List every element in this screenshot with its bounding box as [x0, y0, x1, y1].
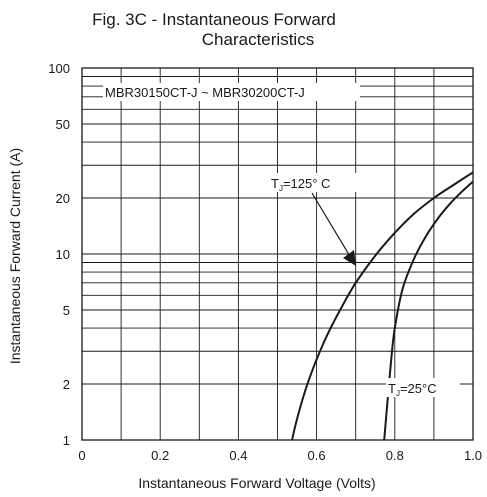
- x-tick-label: 0.8: [386, 448, 404, 463]
- x-tick-label: 0: [78, 448, 85, 463]
- curve-tj-25: [383, 180, 473, 440]
- x-tick-label: 0.6: [308, 448, 326, 463]
- tj125-arrowhead: [343, 250, 356, 266]
- x-tick-label: 1.0: [464, 448, 482, 463]
- y-tick-label: 2: [63, 377, 70, 392]
- chart-title-line1: Fig. 3C - Instantaneous Forward: [92, 10, 336, 29]
- tj125-label-bg: [269, 173, 359, 192]
- y-tick-label: 5: [63, 303, 70, 318]
- tick-labels: 0 0.2 0.4 0.6 0.8 1.0 1 2 5 10 20 50 100: [48, 61, 482, 463]
- curve-tj-125: [291, 171, 473, 440]
- y-tick-label: 1: [63, 433, 70, 448]
- curves: [291, 171, 473, 440]
- y-tick-label: 100: [48, 61, 70, 76]
- plot-frame: [81, 67, 474, 441]
- tj25-label-bg: [386, 378, 460, 397]
- x-tick-label: 0.2: [151, 448, 169, 463]
- tj125-leader-line: [311, 192, 352, 259]
- tj25-label: TJ=25°C: [388, 381, 437, 398]
- x-tick-label: 0.4: [229, 448, 247, 463]
- chart-title-line2: Characteristics: [201, 30, 315, 49]
- y-tick-label: 20: [56, 191, 70, 206]
- x-axis-label: Instantaneous Forward Voltage (Volts): [138, 475, 375, 491]
- tj125-label: TJ=125° C: [271, 176, 330, 193]
- y-tick-label: 50: [56, 117, 70, 132]
- part-label: MBR30150CT-J ~ MBR30200CT-J: [105, 85, 305, 100]
- part-label-bg: [103, 83, 360, 101]
- y-tick-label: 10: [56, 247, 70, 262]
- y-axis-label: Instantaneous Forward Current (A): [7, 148, 23, 364]
